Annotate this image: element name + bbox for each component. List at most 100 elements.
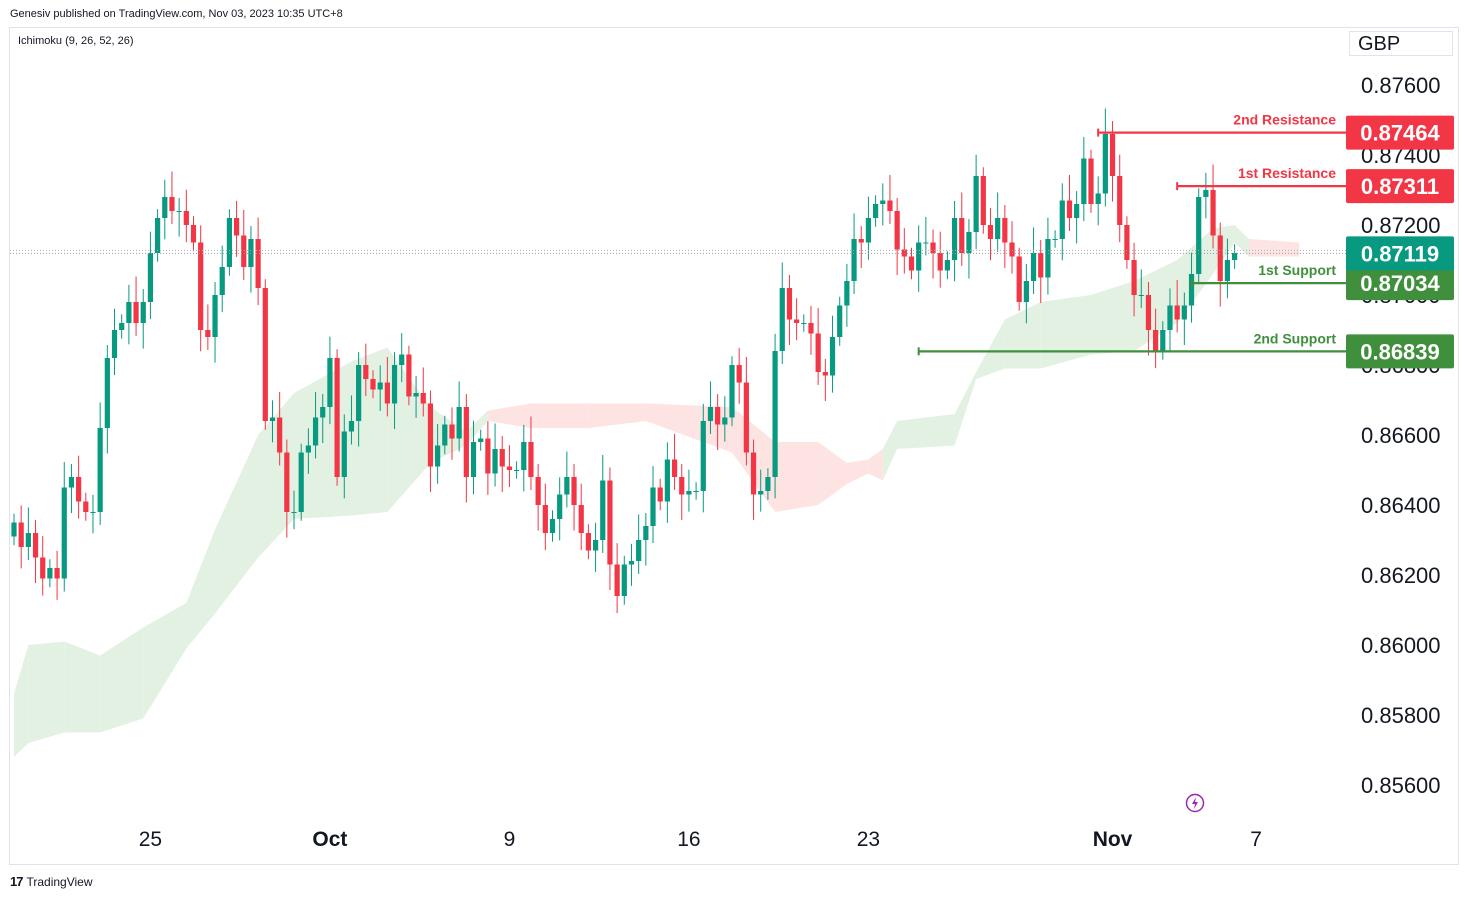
- candle: [126, 284, 132, 345]
- candle: [951, 200, 958, 282]
- candle: [334, 349, 340, 486]
- candle: [643, 513, 649, 566]
- ichimoku-cloud-segment: [775, 442, 819, 512]
- level-label: 1st Resistance: [1238, 165, 1336, 181]
- candle: [901, 228, 907, 274]
- candle: [736, 347, 742, 404]
- candle: [485, 421, 491, 495]
- candle: [916, 225, 922, 292]
- ichimoku-cloud-segment: [1004, 302, 1041, 369]
- ichimoku-cloud-segment: [100, 627, 144, 733]
- candle: [341, 414, 347, 499]
- candle: [621, 555, 627, 605]
- candle: [557, 477, 563, 541]
- candle: [133, 276, 139, 336]
- candle: [585, 524, 591, 560]
- candle: [592, 522, 599, 572]
- candle: [162, 179, 168, 240]
- candle: [104, 345, 110, 454]
- candle: [499, 436, 505, 493]
- candle: [305, 428, 311, 474]
- candle: [535, 464, 541, 531]
- candle: [18, 505, 24, 569]
- candle: [449, 407, 455, 460]
- candle: [399, 333, 405, 383]
- candle: [1023, 263, 1029, 324]
- candle: [1203, 172, 1209, 219]
- candle: [844, 263, 850, 327]
- candle: [1009, 221, 1015, 274]
- candle: [61, 461, 67, 592]
- level-label: 2nd Resistance: [1233, 112, 1336, 128]
- candle: [241, 209, 247, 280]
- x-tick-label: 25: [139, 828, 162, 851]
- candle: [233, 200, 240, 257]
- candle: [628, 543, 635, 586]
- candle: [851, 213, 857, 294]
- candle: [1131, 242, 1137, 317]
- y-tick-label: 0.86600: [1361, 423, 1441, 448]
- candle: [463, 394, 469, 503]
- level-2nd-support: 2nd Support 0.86839: [917, 330, 1454, 369]
- candle: [1181, 292, 1187, 346]
- lightning-icon[interactable]: [1185, 793, 1205, 813]
- candle: [1045, 217, 1051, 295]
- ichimoku-cloud-segment: [1177, 228, 1214, 323]
- level-value: 0.87464: [1360, 121, 1440, 146]
- ichimoku-cloud-segment: [1091, 281, 1135, 355]
- candle: [600, 454, 606, 553]
- candle: [887, 174, 893, 224]
- ichimoku-cloud-segment: [215, 435, 259, 614]
- candle: [478, 429, 484, 451]
- candle: [11, 513, 17, 546]
- candle: [1074, 191, 1080, 244]
- candle: [1160, 321, 1166, 360]
- candle: [190, 216, 197, 252]
- candle: [894, 198, 900, 276]
- candle: [542, 483, 548, 551]
- candle: [54, 550, 60, 600]
- ichimoku-cloud-segment: [466, 410, 488, 446]
- candle: [25, 507, 31, 560]
- candle: [743, 356, 749, 466]
- y-tick-label: 0.86200: [1361, 563, 1441, 588]
- candle: [837, 296, 843, 346]
- candle: [750, 439, 757, 521]
- candle: [68, 464, 75, 514]
- candle: [707, 381, 714, 434]
- candle: [786, 275, 793, 346]
- candle: [636, 514, 642, 574]
- indicator-legend[interactable]: Ichimoku (9, 26, 52, 26): [18, 35, 134, 47]
- candle: [406, 345, 412, 406]
- ichimoku-cloud-segment: [387, 347, 431, 512]
- level-label: 1st Support: [1258, 262, 1336, 278]
- candle: [700, 403, 706, 513]
- ichimoku-cloud-segment: [976, 319, 1005, 379]
- candle: [980, 167, 986, 234]
- ichimoku-cloud-segment: [882, 421, 898, 481]
- candle: [693, 482, 699, 500]
- candle: [147, 231, 154, 320]
- candle: [1145, 282, 1152, 356]
- candle: [549, 510, 556, 542]
- candle: [1117, 154, 1123, 243]
- ichimoku-cloud-segment: [64, 641, 101, 733]
- candle: [858, 226, 864, 269]
- candle: [1059, 183, 1065, 261]
- candle: [1138, 269, 1144, 308]
- candle: [1030, 227, 1037, 294]
- ichimoku-cloud-segment: [954, 372, 977, 446]
- candle: [212, 282, 218, 363]
- candle: [722, 396, 728, 442]
- ichimoku-cloud-segment: [846, 459, 869, 484]
- candle: [729, 356, 735, 427]
- candle: [664, 442, 670, 523]
- currency-label[interactable]: GBP: [1349, 31, 1453, 56]
- level-value: 0.86839: [1360, 339, 1440, 364]
- x-tick-label: 23: [857, 828, 880, 851]
- candle: [521, 424, 527, 492]
- x-tick-label: Nov: [1093, 828, 1133, 851]
- x-tick-label: 9: [504, 828, 516, 851]
- level-label: 2nd Support: [1254, 330, 1337, 346]
